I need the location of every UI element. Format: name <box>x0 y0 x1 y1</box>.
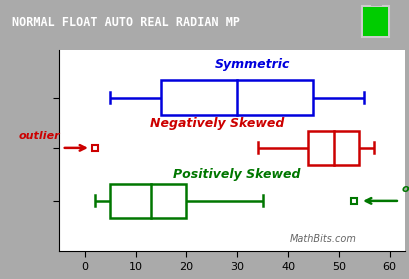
Text: MathBits.com: MathBits.com <box>290 234 357 244</box>
Bar <box>308 131 359 165</box>
Text: Negatively Skewed: Negatively Skewed <box>150 117 284 130</box>
Text: Symmetric: Symmetric <box>215 58 290 71</box>
Text: Positively Skewed: Positively Skewed <box>173 168 301 181</box>
Bar <box>362 6 389 37</box>
Text: outlier: outlier <box>401 184 409 194</box>
Bar <box>161 80 313 115</box>
Text: outlier: outlier <box>19 131 60 141</box>
Bar <box>371 3 382 6</box>
Bar <box>363 7 388 36</box>
Bar <box>110 184 187 218</box>
Text: NORMAL FLOAT AUTO REAL RADIAN MP: NORMAL FLOAT AUTO REAL RADIAN MP <box>12 16 240 29</box>
